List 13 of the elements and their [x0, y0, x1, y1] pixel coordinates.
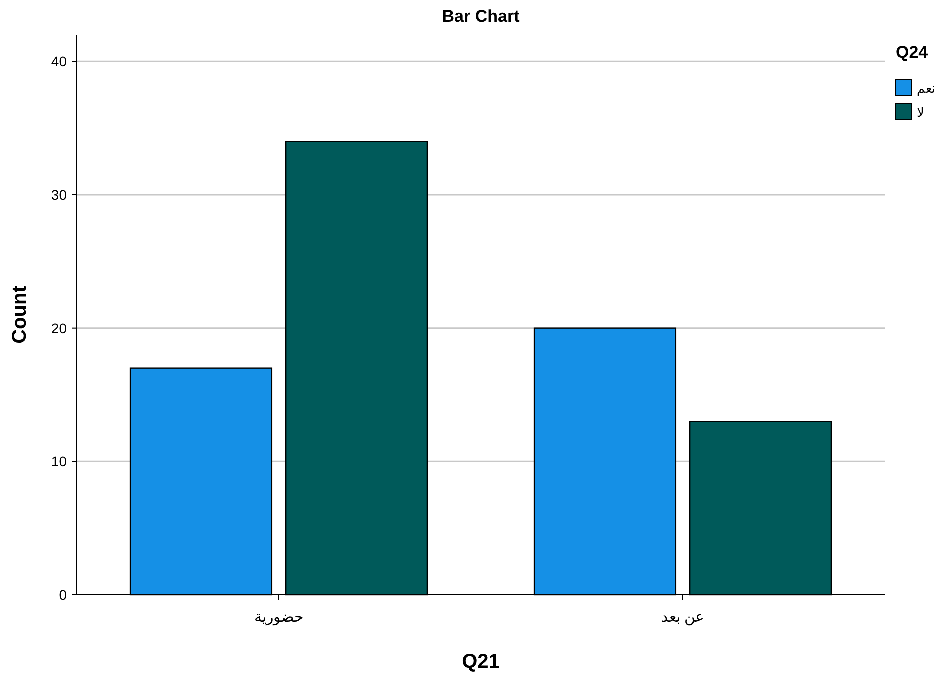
y-axis-title: Count: [9, 286, 31, 344]
legend-label: لا: [917, 105, 924, 120]
x-tick-label: حضورية: [254, 609, 304, 626]
y-tick-label: 30: [51, 187, 68, 203]
x-tick-label: عن بعد: [661, 609, 705, 626]
chart-title: Bar Chart: [442, 7, 520, 26]
y-tick-label: 20: [51, 320, 68, 336]
x-axis-title: Q21: [462, 651, 500, 673]
y-tick-label: 40: [51, 54, 68, 70]
y-tick-label: 0: [59, 587, 68, 603]
y-tick-label: 10: [51, 454, 68, 470]
legend-title: Q24: [896, 43, 929, 62]
legend-label: نعم: [917, 81, 936, 97]
